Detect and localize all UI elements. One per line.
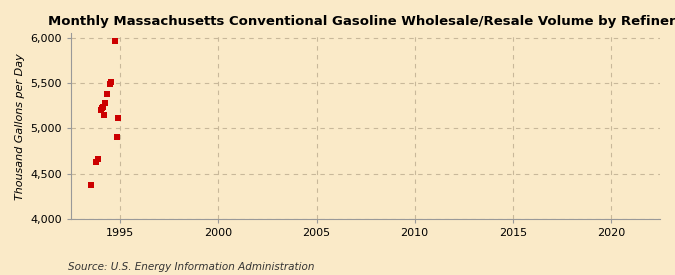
Point: [106, 80, 117, 84]
Point: [97, 106, 107, 111]
Title: Monthly Massachusetts Conventional Gasoline Wholesale/Resale Volume by Refiners: Monthly Massachusetts Conventional Gasol…: [48, 15, 675, 28]
Point: [110, 39, 121, 43]
Point: [95, 108, 106, 112]
Text: Source: U.S. Energy Information Administration: Source: U.S. Energy Information Administ…: [68, 262, 314, 272]
Point: [86, 182, 97, 187]
Point: [99, 101, 110, 105]
Point: [97, 104, 108, 109]
Y-axis label: Thousand Gallons per Day: Thousand Gallons per Day: [15, 53, 25, 200]
Point: [101, 92, 112, 96]
Point: [90, 160, 101, 164]
Point: [98, 113, 109, 117]
Point: [111, 135, 122, 140]
Point: [113, 116, 124, 121]
Point: [92, 157, 103, 161]
Point: [105, 82, 116, 86]
